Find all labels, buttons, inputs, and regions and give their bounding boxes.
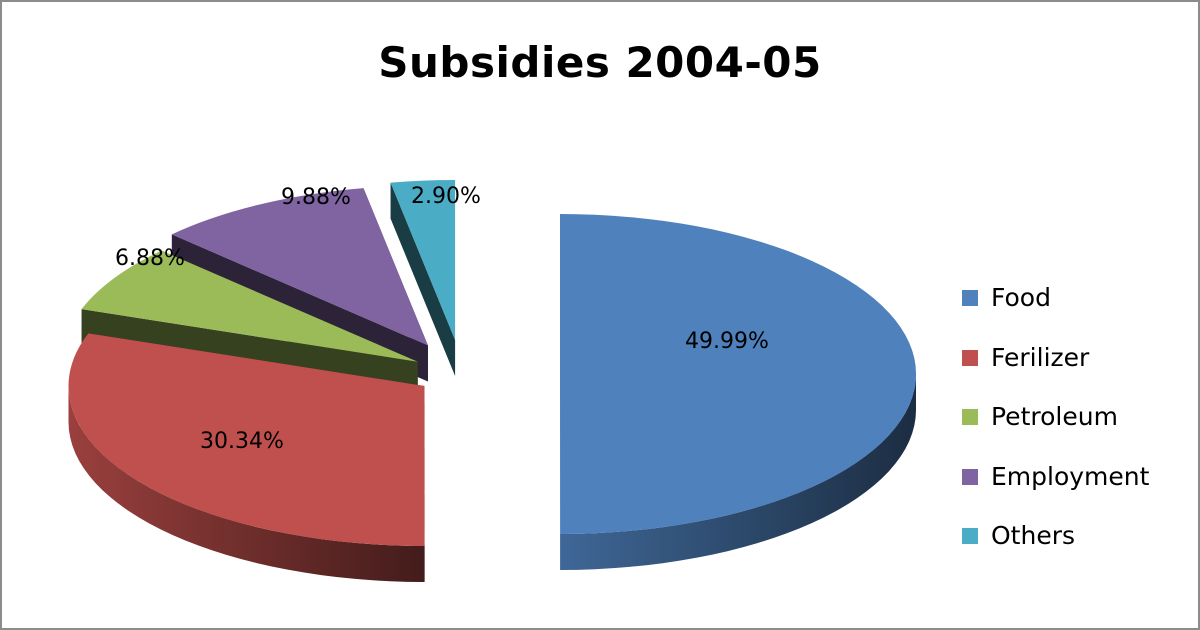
legend-label: Ferilizer (991, 342, 1090, 372)
pie-slice-side-ferilizer (68, 385, 425, 582)
data-label-employment: 9.88% (281, 185, 351, 210)
legend-item-ferilizer: Ferilizer (962, 338, 1192, 378)
chart-title: Subsidies 2004-05 (378, 38, 822, 87)
legend-item-petroleum: Petroleum (962, 397, 1192, 437)
pie-slice-top-petroleum (81, 250, 418, 362)
data-label-food: 49.99% (685, 329, 769, 354)
legend-item-others: Others (962, 516, 1192, 556)
legend-label: Food (991, 283, 1051, 312)
pie-slice-top-employment (171, 188, 428, 346)
pie-slice-food (560, 213, 917, 570)
legend-label: Petroleum (991, 402, 1118, 431)
data-label-ferilizer: 30.34% (200, 429, 284, 454)
chart-legend: Food Ferilizer Petroleum Employment Others (962, 278, 1192, 576)
pie-slice-top-food (560, 213, 917, 534)
pie-slice-wall-others (390, 182, 456, 376)
legend-swatch (962, 349, 978, 366)
legend-label: Employment (991, 461, 1150, 491)
legend-item-employment: Employment (962, 457, 1192, 497)
pie-slice-ferilizer (68, 333, 425, 582)
pie-slice-side-food (560, 373, 917, 570)
legend-label: Others (991, 521, 1076, 550)
data-label-others: 2.90% (411, 184, 481, 209)
pie-slice-others (390, 179, 456, 376)
pie-slice-top-ferilizer (68, 333, 425, 546)
legend-swatch (962, 290, 978, 306)
pie-slice-top-others (390, 179, 456, 340)
legend-swatch (962, 409, 978, 425)
legend-item-food: Food (962, 278, 1192, 318)
legend-swatch (962, 528, 978, 544)
legend-swatch (962, 468, 978, 485)
data-label-petroleum: 6.88% (115, 246, 185, 271)
